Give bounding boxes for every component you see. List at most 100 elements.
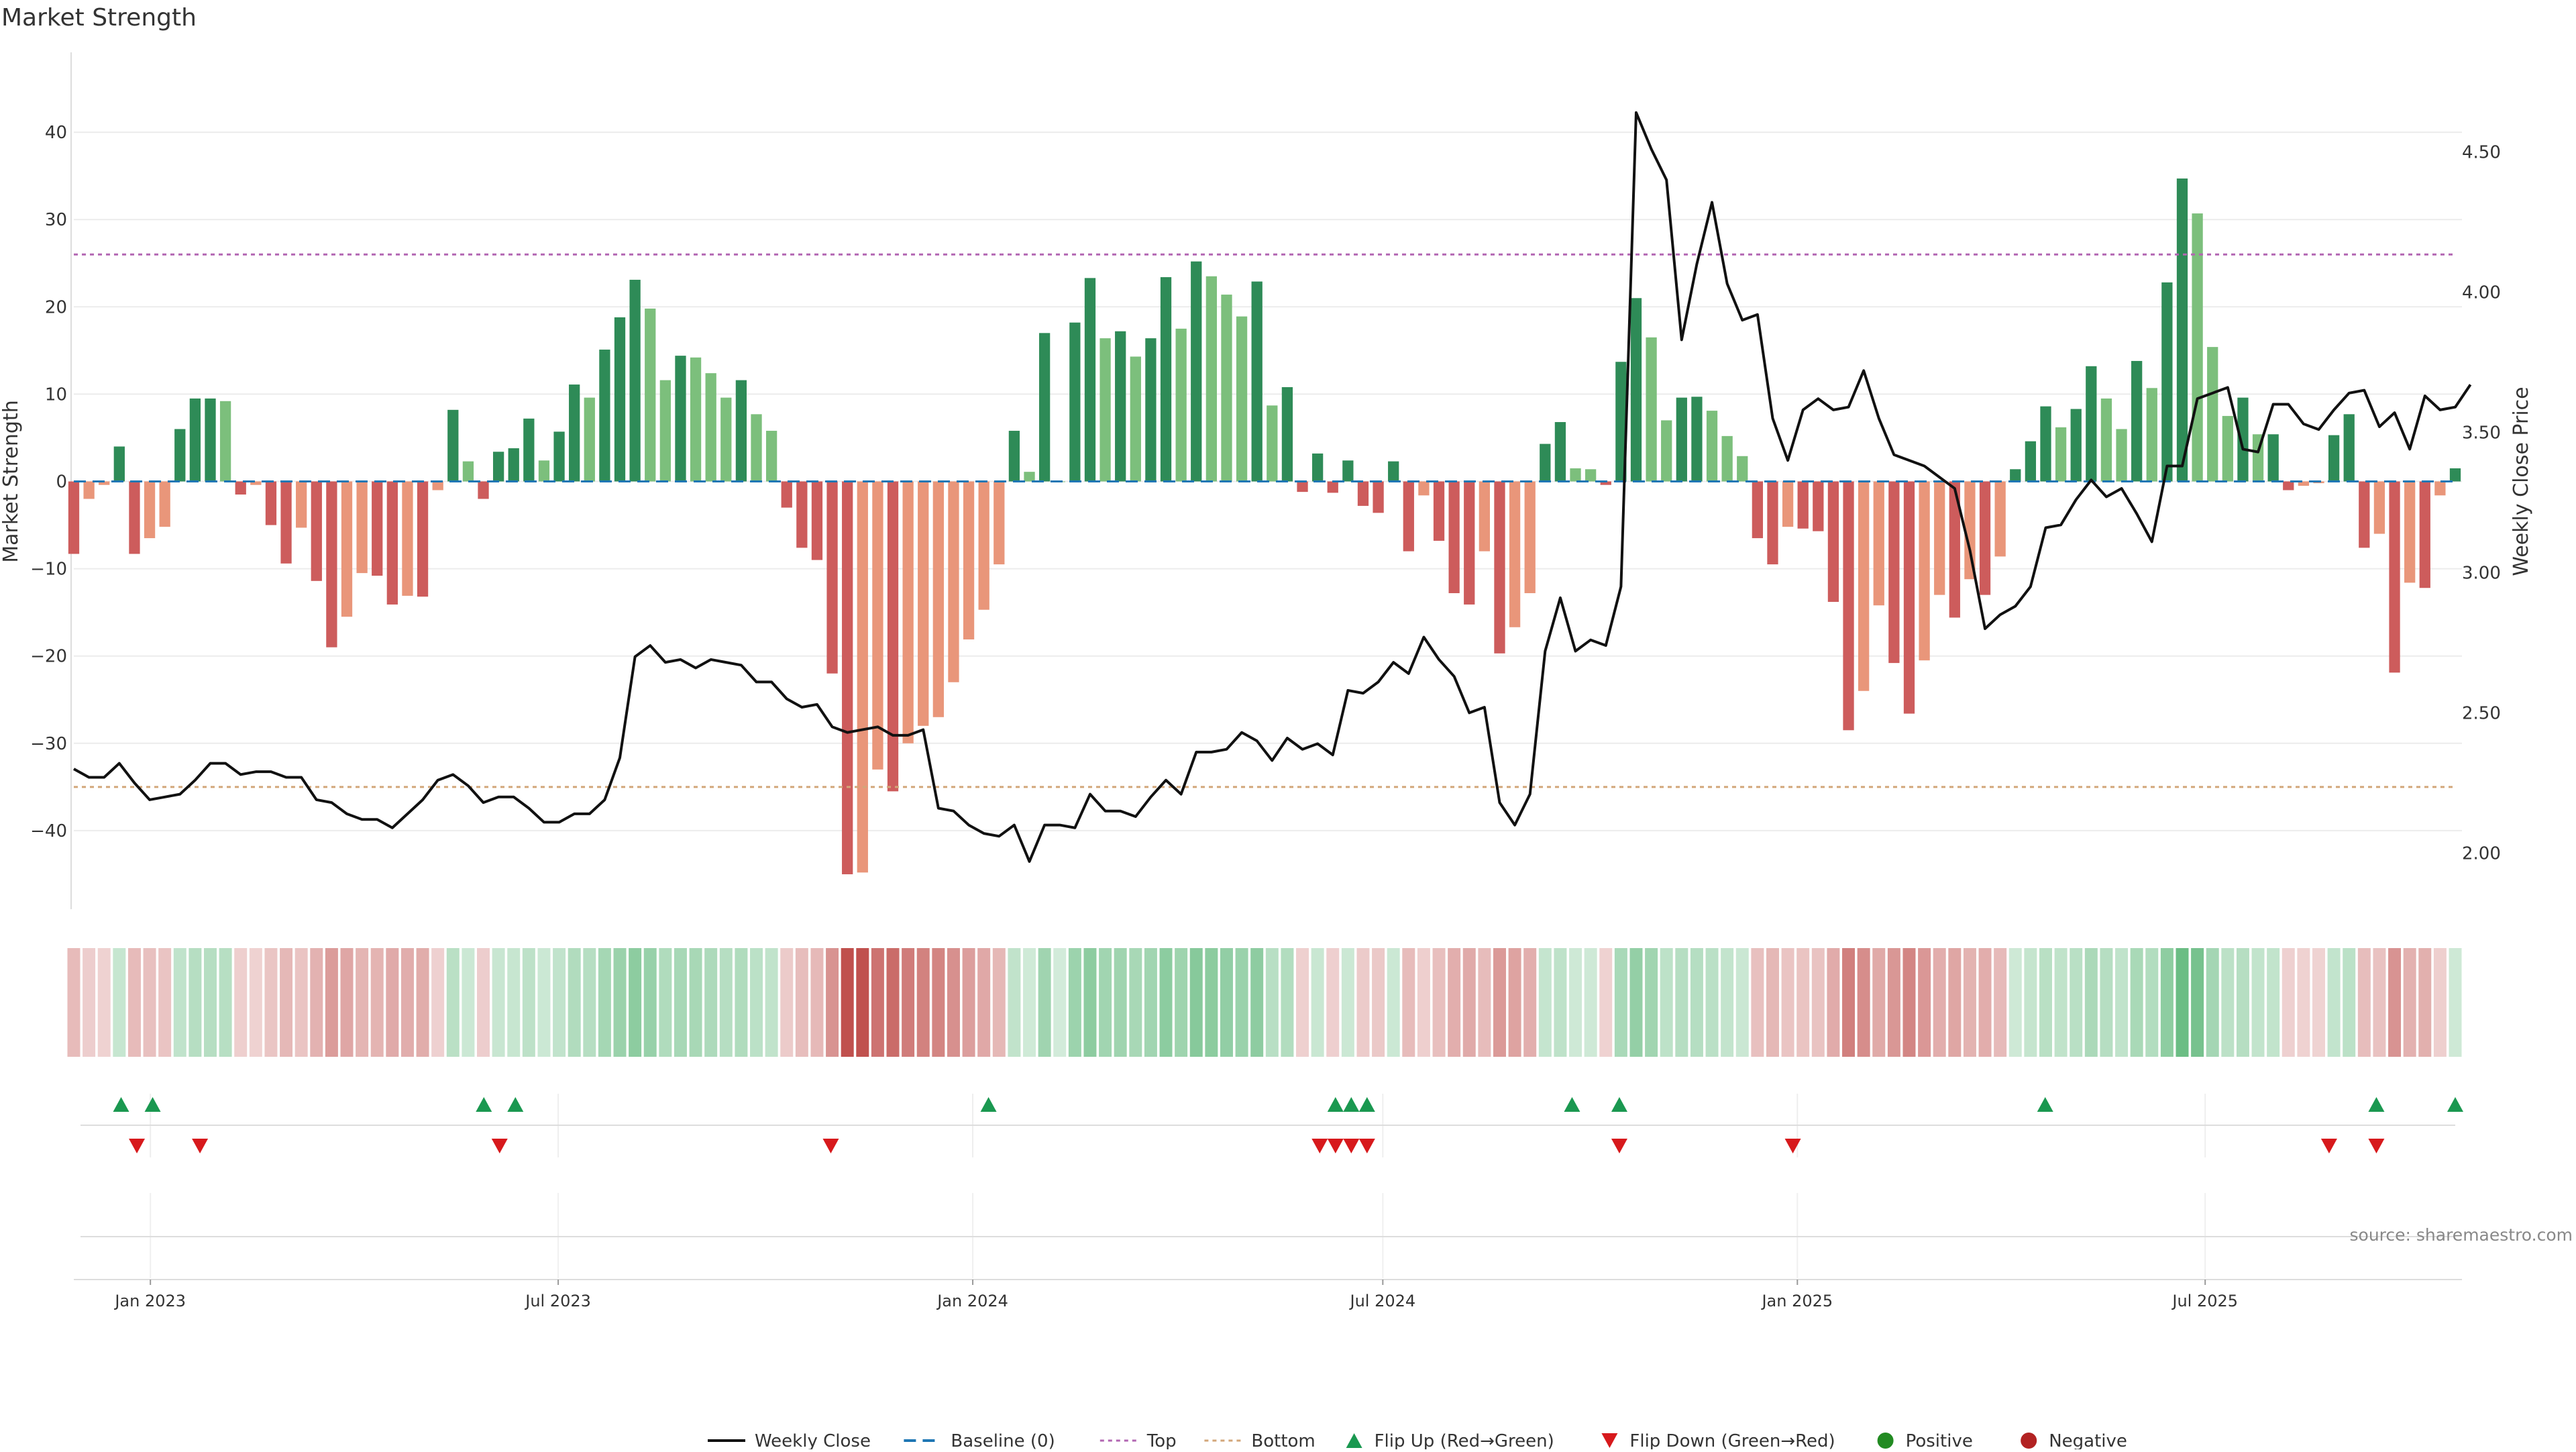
heat-cell bbox=[1948, 948, 1962, 1057]
flip-down-marker bbox=[2368, 1139, 2385, 1153]
flip-up-marker bbox=[1343, 1097, 1360, 1112]
legend-swatch bbox=[1346, 1433, 1362, 1448]
y-tick-label: −30 bbox=[30, 734, 67, 754]
strength-bar bbox=[1554, 422, 1566, 482]
heat-cell bbox=[810, 948, 824, 1057]
strength-bar bbox=[1919, 481, 1930, 661]
heat-cell bbox=[2433, 948, 2447, 1057]
main-panel: −40 −30 −20 −10 0 10 20 30 40 Market Strength 2.00… bbox=[0, 52, 2533, 909]
legend-label: Top bbox=[1146, 1431, 1177, 1449]
strength-bar bbox=[1661, 420, 1672, 482]
heat-cell bbox=[1038, 948, 1051, 1057]
heat-cell bbox=[583, 948, 596, 1057]
heat-cell bbox=[113, 948, 126, 1057]
strength-bar bbox=[326, 481, 337, 647]
strength-bar bbox=[705, 373, 716, 482]
strength-bar bbox=[296, 481, 307, 528]
heat-cell bbox=[2403, 948, 2416, 1057]
strength-bar bbox=[280, 481, 292, 564]
heat-cell bbox=[2312, 948, 2325, 1057]
heat-cell bbox=[2176, 948, 2189, 1057]
strength-bar bbox=[1373, 481, 1384, 513]
heat-cell bbox=[1402, 948, 1415, 1057]
heat-cell bbox=[2130, 948, 2143, 1057]
strength-bar bbox=[614, 317, 626, 482]
strength-bar bbox=[508, 448, 519, 482]
y2-tick-label: 3.50 bbox=[2462, 423, 2501, 443]
heat-cell bbox=[1417, 948, 1430, 1057]
strength-bar bbox=[2434, 481, 2446, 496]
strength-bar bbox=[1615, 362, 1627, 482]
strength-bar bbox=[1084, 278, 1096, 482]
strength-bar bbox=[1767, 481, 1778, 565]
strength-bar bbox=[1585, 469, 1597, 482]
heat-cell bbox=[1175, 948, 1188, 1057]
heat-cell bbox=[1554, 948, 1567, 1057]
strength-bar bbox=[2298, 481, 2310, 486]
heat-cell bbox=[83, 948, 96, 1057]
strength-bar bbox=[1267, 405, 1278, 482]
heat-cell bbox=[841, 948, 854, 1057]
heat-cell bbox=[856, 948, 869, 1057]
heat-cell bbox=[280, 948, 293, 1057]
strength-bar bbox=[1540, 444, 1551, 482]
y2-tick-label: 2.50 bbox=[2462, 703, 2501, 723]
strength-bar bbox=[2373, 481, 2385, 534]
strength-bar bbox=[1448, 481, 1460, 594]
strength-bar bbox=[2328, 435, 2340, 482]
flip-up-marker bbox=[980, 1097, 997, 1112]
heat-cell bbox=[1523, 948, 1537, 1057]
heat-cell bbox=[1220, 948, 1233, 1057]
y-tick-label: −10 bbox=[30, 560, 67, 580]
flip-up-marker bbox=[113, 1097, 129, 1112]
heat-cell bbox=[340, 948, 354, 1057]
heat-cell bbox=[643, 948, 657, 1057]
heat-cell bbox=[1144, 948, 1157, 1057]
strength-bar bbox=[857, 481, 868, 873]
strength-bar bbox=[1964, 481, 1976, 580]
flip-down-marker bbox=[822, 1139, 839, 1153]
strength-bar bbox=[720, 397, 732, 482]
strength-bar bbox=[675, 356, 686, 482]
strength-bar bbox=[1281, 386, 1293, 482]
strength-bar bbox=[2146, 388, 2157, 482]
chart-title: Market Strength bbox=[1, 4, 197, 32]
flip-markers-panel bbox=[80, 1094, 2463, 1157]
heat-cell bbox=[2206, 948, 2219, 1057]
heat-cell bbox=[1023, 948, 1036, 1057]
heat-cell bbox=[780, 948, 794, 1057]
legend-label: Negative bbox=[2049, 1431, 2127, 1449]
strength-bar bbox=[1130, 356, 1141, 482]
strength-bar bbox=[1251, 281, 1263, 482]
strength-bar bbox=[1570, 468, 1581, 482]
y-axis-label: Market Strength bbox=[0, 400, 23, 562]
strength-bar bbox=[584, 397, 595, 482]
legend-item-negative: Negative bbox=[2021, 1431, 2127, 1451]
strength-bar bbox=[1858, 481, 1870, 691]
strength-bar bbox=[492, 452, 504, 482]
strength-bar bbox=[902, 481, 914, 743]
strength-bar bbox=[311, 481, 322, 581]
strength-bar bbox=[402, 481, 413, 596]
heat-cell bbox=[704, 948, 718, 1057]
strength-bar bbox=[356, 481, 368, 574]
heat-cell bbox=[962, 948, 975, 1057]
strength-bar bbox=[2222, 415, 2233, 482]
strength-bar bbox=[462, 461, 474, 482]
strength-bar bbox=[2176, 178, 2188, 482]
strength-bar bbox=[1145, 338, 1157, 482]
heat-cell bbox=[1705, 948, 1719, 1057]
heat-cell bbox=[2449, 948, 2462, 1057]
strength-bar bbox=[2025, 441, 2037, 482]
strength-bar bbox=[1008, 431, 1020, 482]
heat-cell bbox=[2054, 948, 2068, 1057]
strength-bar bbox=[2100, 398, 2112, 482]
heat-cell bbox=[1068, 948, 1081, 1057]
heat-cell bbox=[553, 948, 566, 1057]
heat-cell bbox=[1933, 948, 1946, 1057]
heat-cell bbox=[1811, 948, 1825, 1057]
flip-up-marker bbox=[1564, 1097, 1580, 1112]
heat-cell bbox=[750, 948, 763, 1057]
strength-bar bbox=[2267, 434, 2279, 482]
strength-bar bbox=[341, 481, 353, 617]
